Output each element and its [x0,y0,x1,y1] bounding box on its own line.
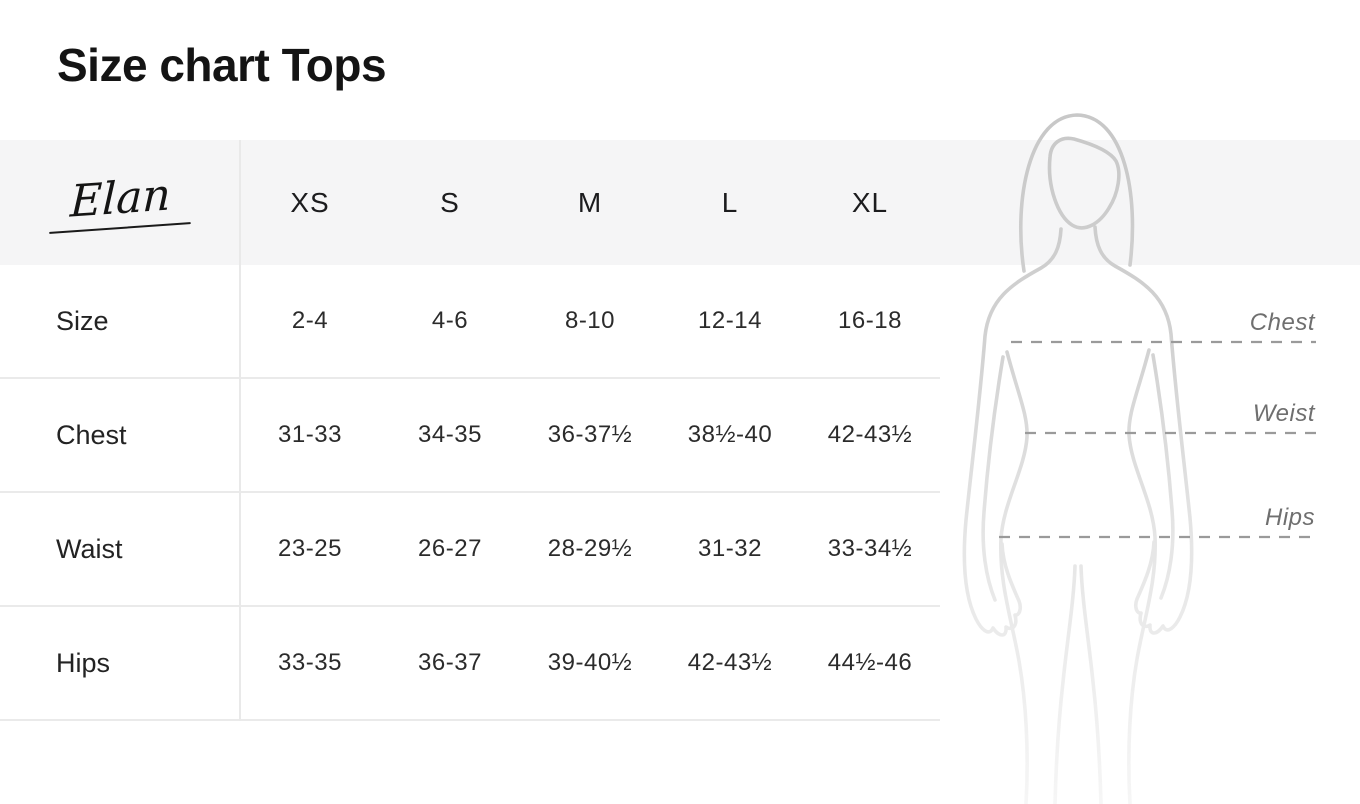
column-header-l: L [721,186,739,218]
waist-measure-label: Weist [1252,400,1315,427]
column-header-m: M [577,186,603,218]
size-value-l: 12-14 [698,307,762,334]
woman-outline-icon [962,113,1316,804]
table-row-hips: Hips 33-35 36-37 39-40½ 42-43½ 44½-46 [0,607,940,721]
hair-outline [1018,113,1135,273]
table-row-waist: Waist 23-25 26-27 28-29½ 31-32 33-34½ [0,493,940,607]
size-value-xs: 2-4 [291,307,329,334]
brand-logo: Elan [0,169,240,234]
row-label-chest: Chest [56,419,127,450]
left-inner-arm [981,355,1005,602]
left-shoulder-arm [962,227,1063,637]
page-title: Size chart Tops [57,39,387,91]
left-torso-leg [999,350,1029,804]
table-row-chest: Chest 31-33 34-35 36-37½ 38½-40 42-43½ [0,379,940,493]
table-header-row: Elan XS S M L XL [0,140,940,265]
waist-value-m: 28-29½ [547,535,633,562]
row-label-size: Size [56,305,109,336]
chest-value-m: 36-37½ [547,421,633,448]
column-header-s: S [440,186,460,218]
right-inner-arm [1151,353,1175,600]
waist-value-s: 26-27 [418,535,482,562]
chest-measure-label: Chest [1249,309,1315,336]
chest-value-xs: 31-33 [278,421,342,448]
brand-logo-text: Elan [68,168,172,228]
table-row-size: Size 2-4 4-6 8-10 12-14 16-18 [0,265,940,379]
face-outline [1047,136,1121,230]
hips-value-m: 39-40½ [547,649,633,676]
chest-value-xl: 42-43½ [827,421,913,448]
hips-value-l: 42-43½ [687,649,773,676]
column-header-xs: XS [290,186,330,218]
inner-leg-right [1079,564,1103,804]
size-table: Elan XS S M L XL Size 2-4 4-6 8-10 12-14… [0,140,940,721]
size-value-s: 4-6 [431,307,469,334]
hips-value-s: 36-37 [418,649,482,676]
waist-value-xs: 23-25 [278,535,342,562]
hips-measure-label: Hips [1264,504,1315,531]
body-figure-illustration [940,100,1360,804]
label-column-divider [239,140,241,721]
row-label-hips: Hips [56,647,111,678]
right-torso-leg [1127,348,1157,804]
chest-value-s: 34-35 [418,421,482,448]
waist-value-xl: 33-34½ [827,535,913,562]
size-value-xl: 16-18 [838,307,902,334]
hips-value-xs: 33-35 [278,649,342,676]
waist-value-l: 31-32 [698,535,762,562]
inner-leg-left [1053,564,1077,804]
chest-value-l: 38½-40 [687,421,773,448]
right-shoulder-arm [1093,225,1194,635]
hips-value-xl: 44½-46 [827,649,913,676]
size-value-m: 8-10 [564,307,616,334]
column-header-xl: XL [851,186,889,218]
row-label-waist: Waist [56,533,123,564]
